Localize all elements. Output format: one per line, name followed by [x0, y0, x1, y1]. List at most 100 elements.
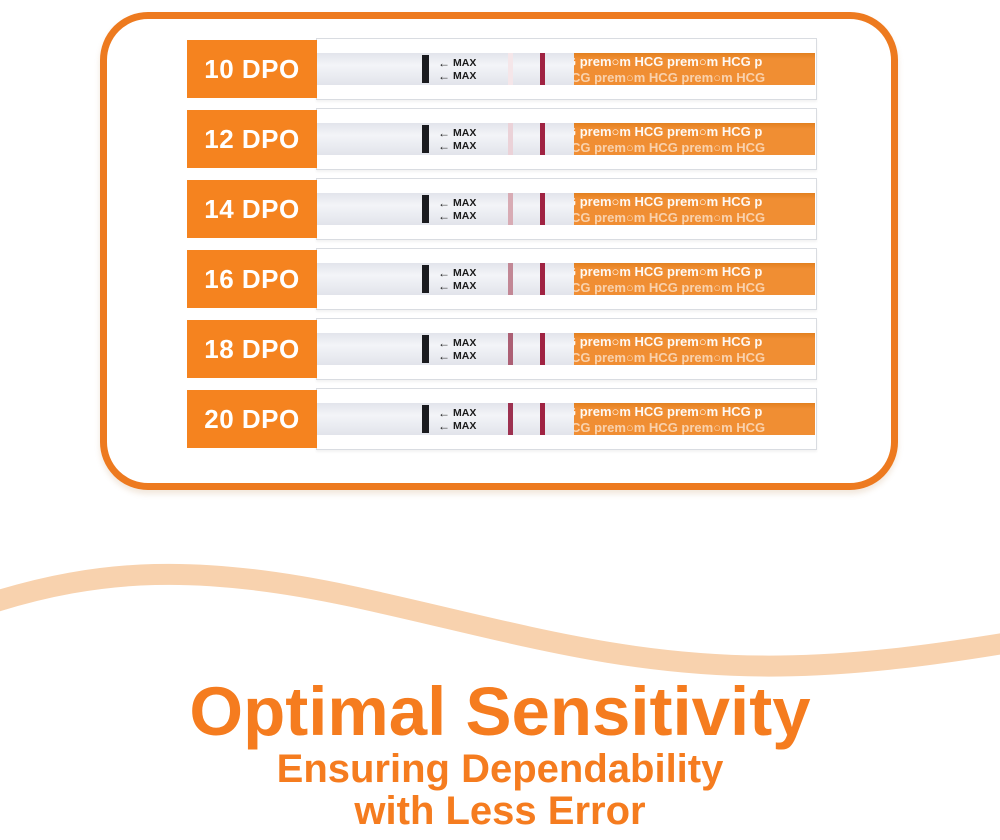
test-strip: ← MAX ← MAX G prem○m HCG prem○m HCG p CG p… — [317, 333, 815, 365]
left-arrow-icon: ← — [438, 348, 450, 363]
handle-brand-text-1: G prem○m HCG prem○m HCG p — [574, 124, 763, 139]
handle-brand-text-2: CG prem○m HCG prem○m HCG — [574, 140, 766, 155]
left-arrow-icon: ← — [438, 125, 450, 140]
handle-brand-text-2: CG prem○m HCG prem○m HCG — [574, 70, 766, 85]
handle-brand-text-2: CG prem○m HCG prem○m HCG — [574, 350, 766, 365]
control-line — [540, 53, 545, 85]
left-arrow-icon: ← — [438, 265, 450, 280]
dpo-label: 20 DPO — [187, 390, 317, 448]
max-label-row: ← MAX — [438, 127, 476, 139]
max-marker-bar — [422, 265, 429, 293]
max-label-text: MAX — [453, 336, 477, 349]
max-label-text: MAX — [453, 69, 477, 82]
dpo-row: 20 DPO ← MAX ← MAX G prem○m HCG prem○m HCG… — [187, 388, 817, 450]
max-labels: ← MAX ← MAX — [438, 403, 476, 435]
test-line — [508, 193, 513, 225]
test-line — [508, 263, 513, 295]
handle-brand-text-1: G prem○m HCG prem○m HCG p — [574, 54, 763, 69]
max-label-row: ← MAX — [438, 140, 476, 152]
left-arrow-icon: ← — [438, 195, 450, 210]
strip-rows: 10 DPO ← MAX ← MAX G prem○m HCG prem○m HCG… — [187, 38, 817, 450]
max-marker-bar — [422, 55, 429, 83]
max-label-text: MAX — [453, 209, 477, 222]
handle-brand-text-2: CG prem○m HCG prem○m HCG — [574, 420, 766, 435]
max-label-text: MAX — [453, 266, 477, 279]
max-label-text: MAX — [453, 56, 477, 69]
handle-brand-text-1: G prem○m HCG prem○m HCG p — [574, 334, 763, 349]
handle-brand-text-1: G prem○m HCG prem○m HCG p — [574, 194, 763, 209]
dpo-label: 16 DPO — [187, 250, 317, 308]
test-line — [508, 123, 513, 155]
caption-block: Optimal Sensitivity Ensuring Dependabili… — [0, 673, 1000, 833]
max-marker-bar — [422, 405, 429, 433]
max-label-text: MAX — [453, 126, 477, 139]
test-line — [508, 333, 513, 365]
strip-handle: G prem○m HCG prem○m HCG p CG prem○m HCG … — [574, 53, 815, 85]
max-label-row: ← MAX — [438, 210, 476, 222]
dpo-label: 10 DPO — [187, 40, 317, 98]
max-label-row: ← MAX — [438, 197, 476, 209]
test-strip: ← MAX ← MAX G prem○m HCG prem○m HCG p CG p… — [317, 53, 815, 85]
left-arrow-icon: ← — [438, 68, 450, 83]
left-arrow-icon: ← — [438, 335, 450, 350]
dpo-label: 18 DPO — [187, 320, 317, 378]
dpo-row: 12 DPO ← MAX ← MAX G prem○m HCG prem○m HCG… — [187, 108, 817, 170]
max-labels: ← MAX ← MAX — [438, 333, 476, 365]
control-line — [540, 333, 545, 365]
dpo-row: 16 DPO ← MAX ← MAX G prem○m HCG prem○m HCG… — [187, 248, 817, 310]
handle-brand-text-2: CG prem○m HCG prem○m HCG — [574, 210, 766, 225]
max-labels: ← MAX ← MAX — [438, 123, 476, 155]
left-arrow-icon: ← — [438, 138, 450, 153]
headline: Optimal Sensitivity — [189, 673, 811, 750]
max-labels: ← MAX ← MAX — [438, 193, 476, 225]
strip-handle: G prem○m HCG prem○m HCG p CG prem○m HCG … — [574, 123, 815, 155]
left-arrow-icon: ← — [438, 55, 450, 70]
left-arrow-icon: ← — [438, 278, 450, 293]
max-label-text: MAX — [453, 419, 477, 432]
left-arrow-icon: ← — [438, 405, 450, 420]
dpo-label: 12 DPO — [187, 110, 317, 168]
subheadline-line-2: with Less Error — [354, 789, 646, 833]
test-strip: ← MAX ← MAX G prem○m HCG prem○m HCG p CG p… — [317, 193, 815, 225]
max-marker-bar — [422, 195, 429, 223]
max-label-row: ← MAX — [438, 267, 476, 279]
max-label-row: ← MAX — [438, 280, 476, 292]
test-line — [508, 403, 513, 435]
max-labels: ← MAX ← MAX — [438, 263, 476, 295]
test-strip: ← MAX ← MAX G prem○m HCG prem○m HCG p CG p… — [317, 403, 815, 435]
control-line — [540, 193, 545, 225]
dpo-row: 14 DPO ← MAX ← MAX G prem○m HCG prem○m HCG… — [187, 178, 817, 240]
max-label-row: ← MAX — [438, 407, 476, 419]
strip-handle: G prem○m HCG prem○m HCG p CG prem○m HCG … — [574, 403, 815, 435]
dpo-comparison-panel: 10 DPO ← MAX ← MAX G prem○m HCG prem○m HCG… — [100, 12, 898, 490]
max-label-text: MAX — [453, 406, 477, 419]
wave-divider — [0, 563, 1000, 677]
left-arrow-icon: ← — [438, 208, 450, 223]
max-label-row: ← MAX — [438, 420, 476, 432]
subheadline-line-1: Ensuring Dependability — [276, 747, 724, 791]
max-label-text: MAX — [453, 349, 477, 362]
max-label-text: MAX — [453, 279, 477, 292]
handle-brand-text-2: CG prem○m HCG prem○m HCG — [574, 280, 766, 295]
strip-handle: G prem○m HCG prem○m HCG p CG prem○m HCG … — [574, 263, 815, 295]
max-label-row: ← MAX — [438, 337, 476, 349]
max-label-text: MAX — [453, 139, 477, 152]
test-strip: ← MAX ← MAX G prem○m HCG prem○m HCG p CG p… — [317, 123, 815, 155]
strip-handle: G prem○m HCG prem○m HCG p CG prem○m HCG … — [574, 193, 815, 225]
max-label-text: MAX — [453, 196, 477, 209]
dpo-row: 18 DPO ← MAX ← MAX G prem○m HCG prem○m HCG… — [187, 318, 817, 380]
max-label-row: ← MAX — [438, 350, 476, 362]
handle-brand-text-1: G prem○m HCG prem○m HCG p — [574, 404, 763, 419]
control-line — [540, 263, 545, 295]
max-labels: ← MAX ← MAX — [438, 53, 476, 85]
max-marker-bar — [422, 335, 429, 363]
dpo-row: 10 DPO ← MAX ← MAX G prem○m HCG prem○m HCG… — [187, 38, 817, 100]
left-arrow-icon: ← — [438, 418, 450, 433]
max-marker-bar — [422, 125, 429, 153]
handle-brand-text-1: G prem○m HCG prem○m HCG p — [574, 264, 763, 279]
test-strip: ← MAX ← MAX G prem○m HCG prem○m HCG p CG p… — [317, 263, 815, 295]
control-line — [540, 123, 545, 155]
control-line — [540, 403, 545, 435]
dpo-label: 14 DPO — [187, 180, 317, 238]
max-label-row: ← MAX — [438, 70, 476, 82]
